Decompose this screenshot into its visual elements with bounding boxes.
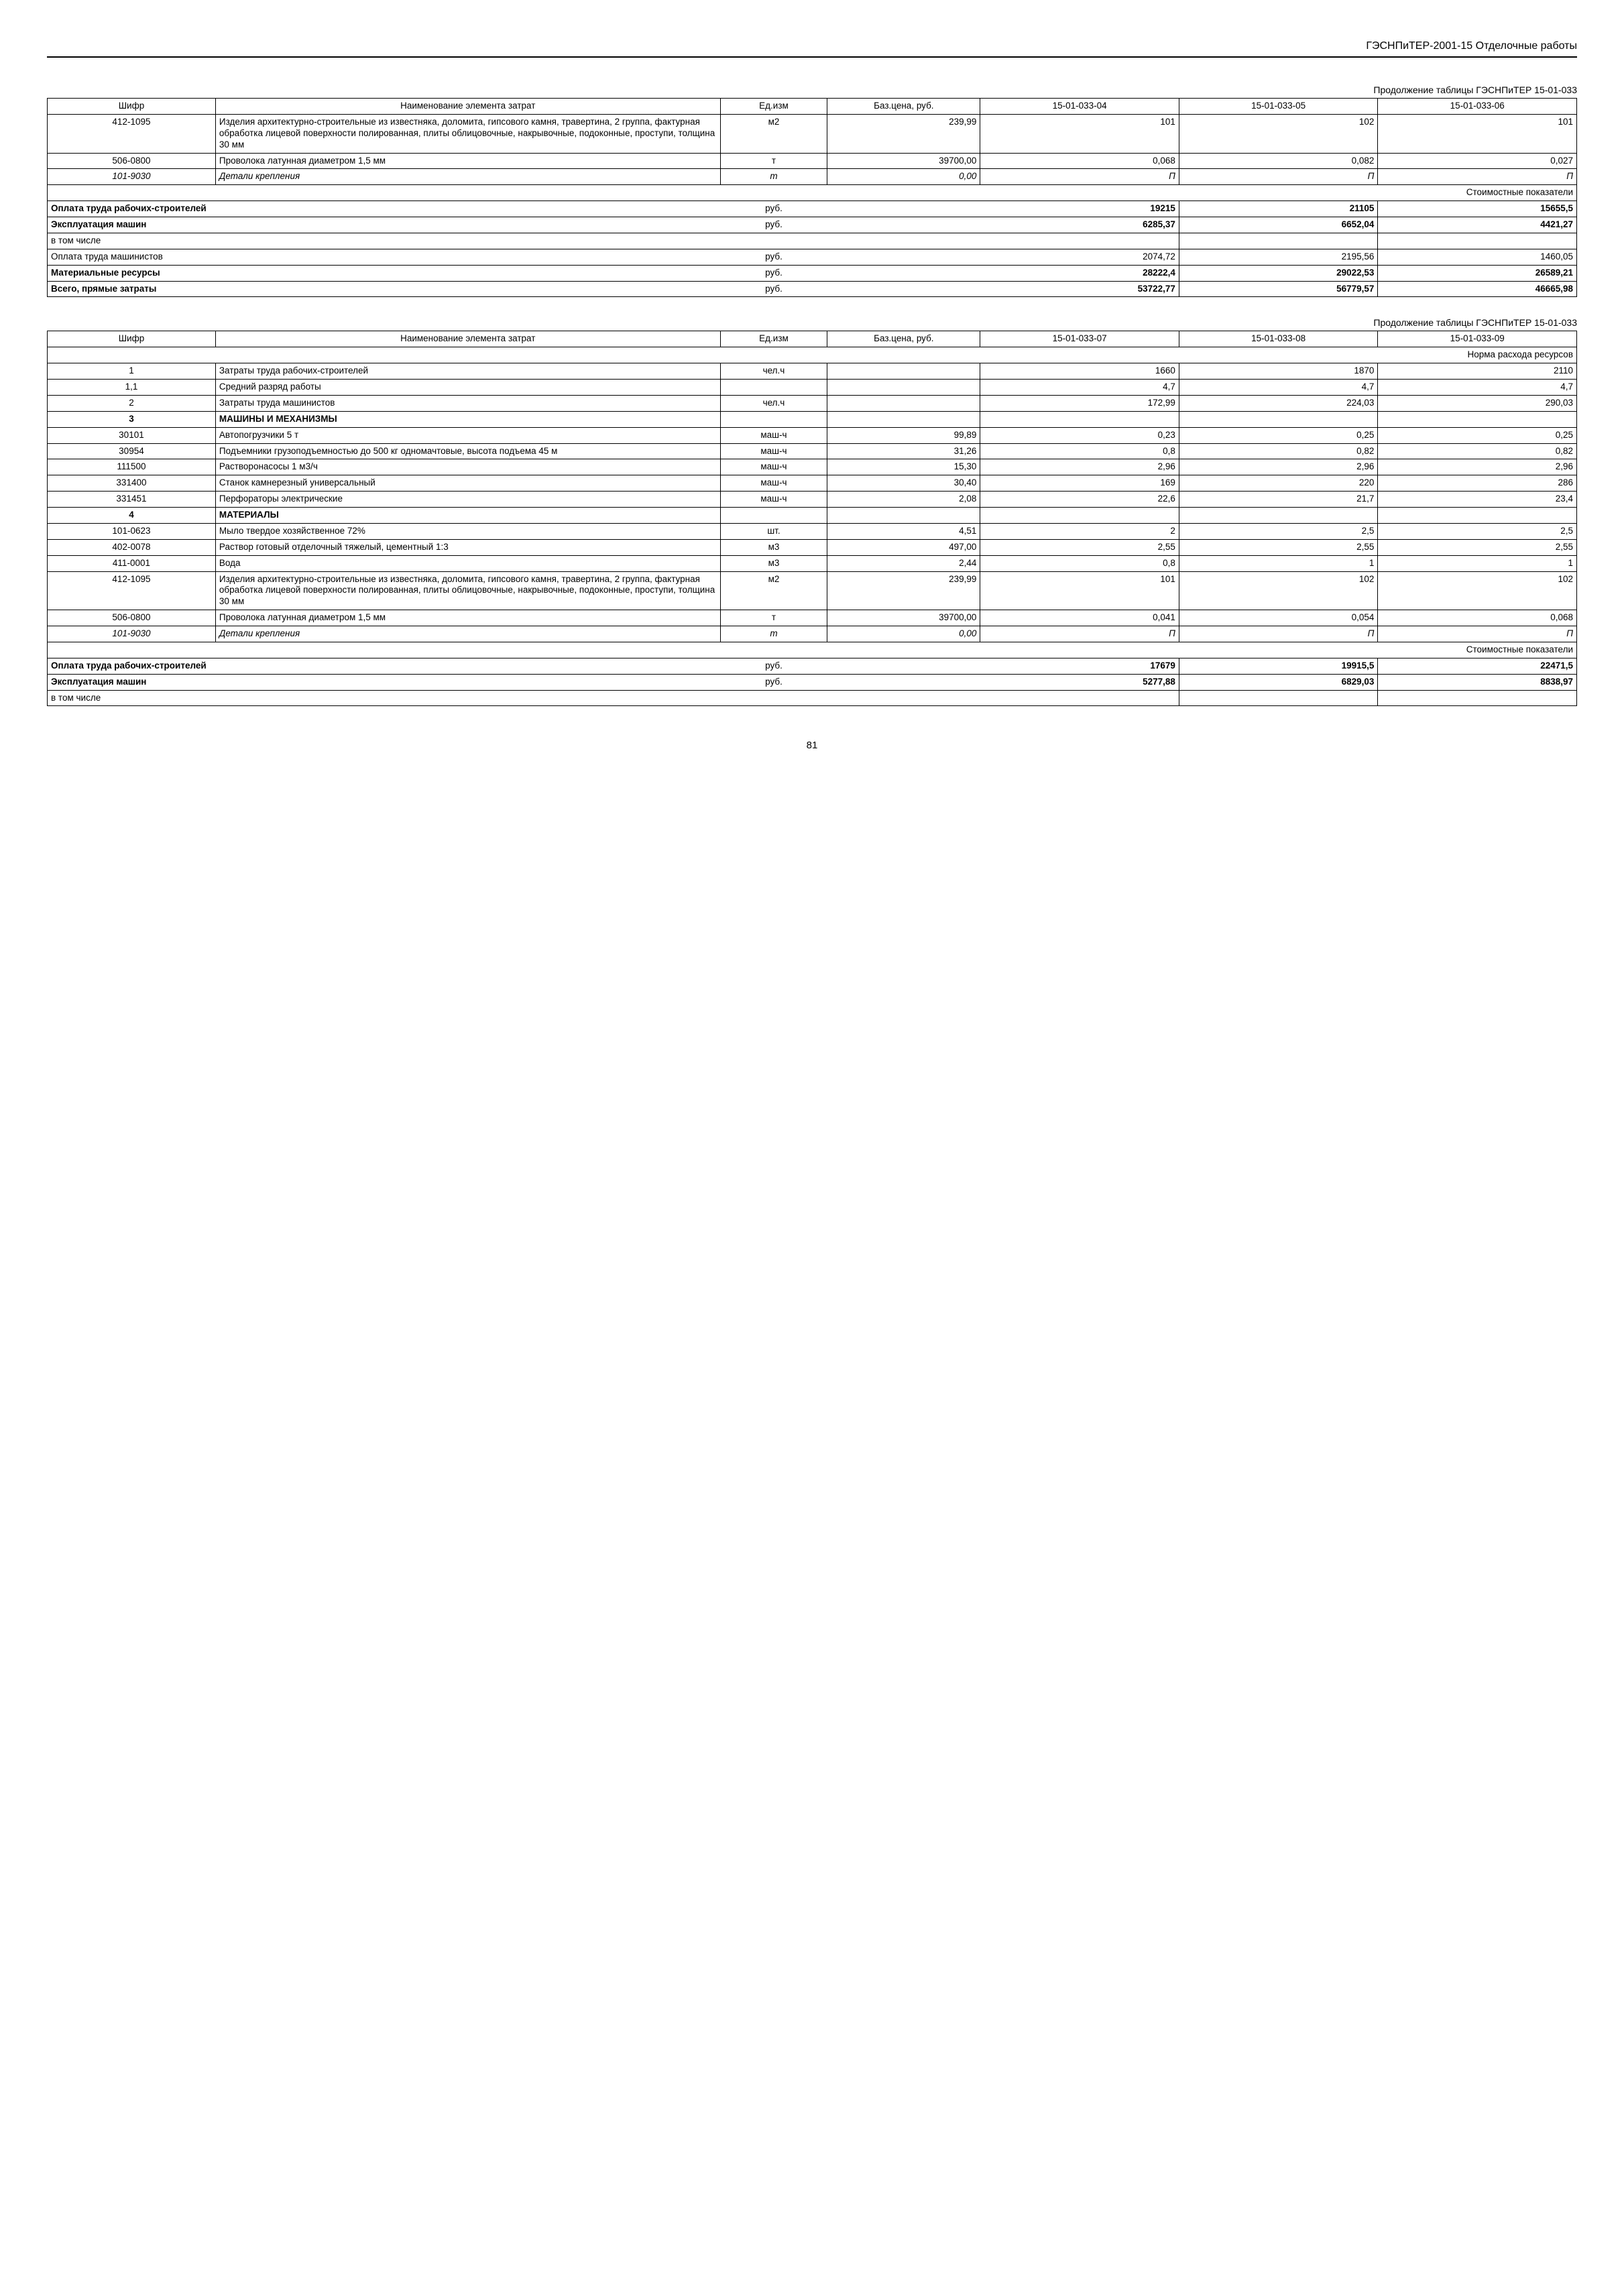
table-row: 3МАШИНЫ И МЕХАНИЗМЫ (48, 411, 1577, 427)
table-row: 111500Растворонасосы 1 м3/чмаш-ч15,302,9… (48, 459, 1577, 475)
hdr2-c2: 15-01-033-08 (1179, 331, 1378, 347)
summary-row: Оплата труда рабочих-строителейруб.19215… (48, 201, 1577, 217)
summary-row: Всего, прямые затратыруб.53722,7756779,5… (48, 281, 1577, 297)
hdr-unit: Ед.изм (720, 99, 827, 115)
table-row: 402-0078Раствор готовый отделочный тяжел… (48, 539, 1577, 555)
table1: Шифр Наименование элемента затрат Ед.изм… (47, 98, 1577, 297)
table-row: 2Затраты труда машинистовчел.ч172,99224,… (48, 395, 1577, 411)
table-row: 101-9030Детали крепленият0,00ППП (48, 169, 1577, 185)
hdr2-price: Баз.цена, руб. (827, 331, 980, 347)
table1-header-row: Шифр Наименование элемента затрат Ед.изм… (48, 99, 1577, 115)
hdr-c1: 15-01-033-04 (980, 99, 1179, 115)
summary-row: Материальные ресурсыруб.28222,429022,532… (48, 265, 1577, 281)
page-number: 81 (47, 740, 1577, 751)
summary-row: Эксплуатация машинруб.6285,376652,044421… (48, 217, 1577, 233)
table-row: 30101Автопогрузчики 5 тмаш-ч99,890,230,2… (48, 427, 1577, 443)
table-row: 1Затраты труда рабочих-строителейчел.ч16… (48, 363, 1577, 380)
hdr2-c3: 15-01-033-09 (1378, 331, 1577, 347)
hdr-code: Шифр (48, 99, 216, 115)
hdr-name: Наименование элемента затрат (215, 99, 720, 115)
table-row: 412-1095Изделия архитектурно-строительны… (48, 571, 1577, 610)
table1-caption: Продолжение таблицы ГЭСНПиТЕР 15-01-033 (47, 84, 1577, 95)
summary-row: Эксплуатация машинруб.5277,886829,038838… (48, 674, 1577, 690)
table-row: 101-0623Мыло твердое хозяйственное 72%шт… (48, 523, 1577, 539)
table-row: 506-0800Проволока латунная диаметром 1,5… (48, 610, 1577, 626)
hdr2-name: Наименование элемента затрат (215, 331, 720, 347)
span-row: Норма расхода ресурсов (48, 347, 1577, 363)
table-row: 4МАТЕРИАЛЫ (48, 508, 1577, 524)
page-header: ГЭСНПиТЕР-2001-15 Отделочные работы (47, 40, 1577, 58)
hdr-price: Баз.цена, руб. (827, 99, 980, 115)
hdr2-c1: 15-01-033-07 (980, 331, 1179, 347)
table-row: 101-9030Детали крепленият0,00ППП (48, 626, 1577, 642)
summary-row: в том числе (48, 690, 1577, 706)
span-row: Стоимостные показатели (48, 642, 1577, 658)
table2: Шифр Наименование элемента затрат Ед.изм… (47, 331, 1577, 706)
table-row: 411-0001Водам32,440,811 (48, 555, 1577, 571)
span-row: Стоимостные показатели (48, 185, 1577, 201)
hdr-c3: 15-01-033-06 (1378, 99, 1577, 115)
table-row: 331400Станок камнерезный универсальныйма… (48, 475, 1577, 492)
hdr2-unit: Ед.изм (720, 331, 827, 347)
summary-row: в том числе (48, 233, 1577, 249)
table-row: 506-0800Проволока латунная диаметром 1,5… (48, 153, 1577, 169)
table-row: 1,1Средний разряд работы4,74,74,7 (48, 380, 1577, 396)
table2-caption: Продолжение таблицы ГЭСНПиТЕР 15-01-033 (47, 317, 1577, 328)
table-row: 331451Перфораторы электрическиемаш-ч2,08… (48, 492, 1577, 508)
table-row: 30954Подъемники грузоподъемностью до 500… (48, 443, 1577, 459)
summary-row: Оплата труда рабочих-строителейруб.17679… (48, 658, 1577, 674)
table2-header-row: Шифр Наименование элемента затрат Ед.изм… (48, 331, 1577, 347)
hdr2-code: Шифр (48, 331, 216, 347)
hdr-c2: 15-01-033-05 (1179, 99, 1378, 115)
summary-row: Оплата труда машинистовруб.2074,722195,5… (48, 249, 1577, 265)
table-row: 412-1095Изделия архитектурно-строительны… (48, 114, 1577, 153)
